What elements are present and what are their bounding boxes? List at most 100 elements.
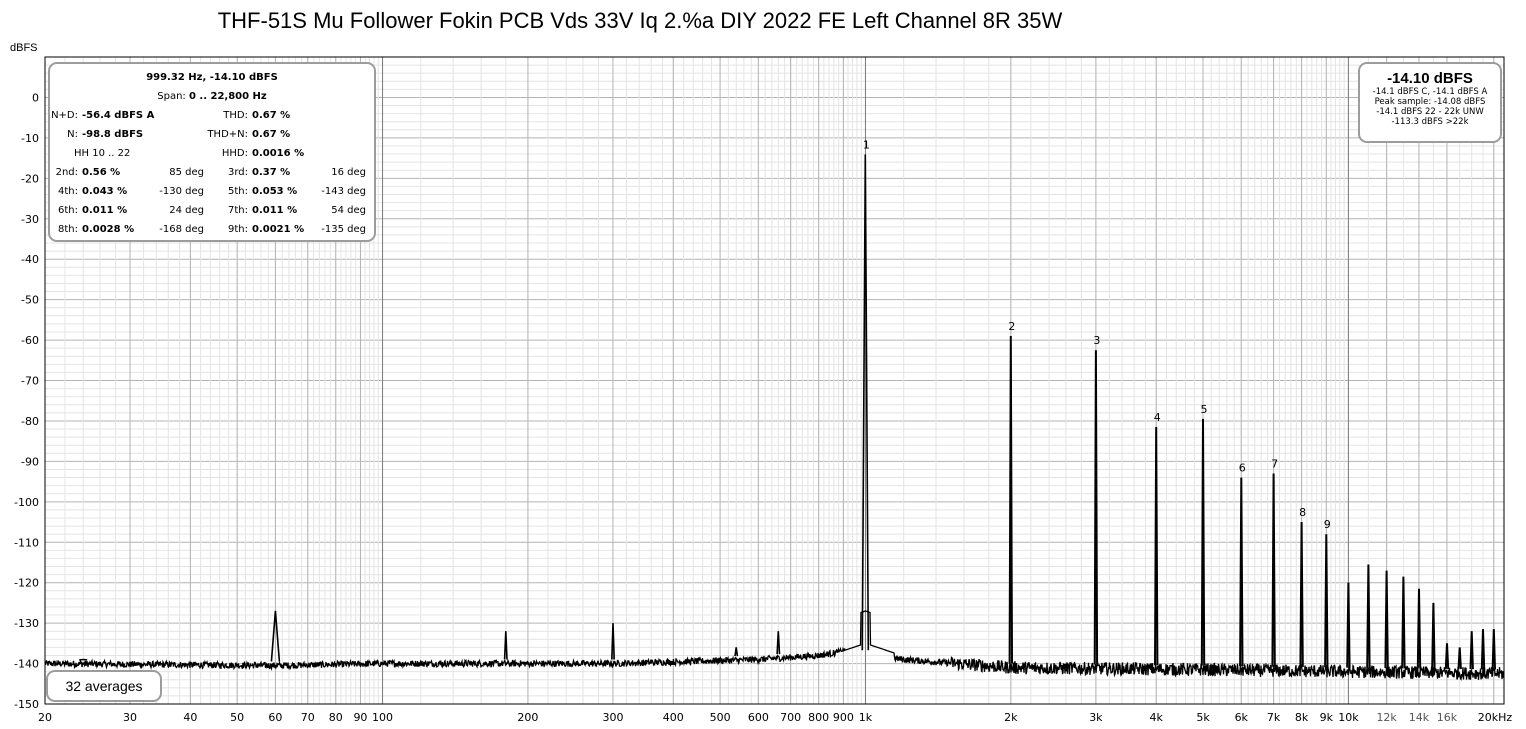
harmonic-5-phase: -143 deg [321, 186, 366, 197]
spectral-peak [861, 154, 870, 651]
spectral-peak [1491, 629, 1496, 670]
plot-frame [44, 56, 1505, 705]
harmonic-marker-label: 2 [1008, 320, 1015, 333]
x-tick-label: 9k [1320, 711, 1334, 724]
harmonic-9-phase: -135 deg [321, 224, 366, 235]
chart-title: THF-51S Mu Follower Fokin PCB Vds 33V Iq… [217, 8, 1063, 33]
harmonic-marker-label: 5 [1201, 403, 1208, 416]
y-tick-label: -60 [21, 334, 39, 347]
thd-value: 0.67 % [252, 110, 291, 121]
x-tick-label: 20 [38, 711, 52, 724]
x-tick-label: 400 [663, 711, 684, 724]
spectral-peak [503, 631, 508, 660]
x-tick-label: 1k [859, 711, 873, 724]
harmonic-row: 6th: 0.011 % 24 deg 7th: 0.011 % 54 deg [50, 202, 374, 220]
level-above-22k: -113.3 dBFS >22k [1391, 117, 1469, 127]
y-tick-label: -90 [21, 455, 39, 468]
harmonic-8-label: 8th: [58, 224, 78, 235]
x-tick-label: 50 [230, 711, 244, 724]
y-tick-label: -10 [21, 132, 39, 145]
readout-peak-row: 999.32 Hz, -14.10 dBFS [50, 69, 374, 87]
spectral-peak [1299, 521, 1304, 668]
harmonic-marker-label: 4 [1154, 411, 1161, 424]
y-axis-unit: dBFS [10, 42, 38, 54]
x-tick-label: 14k [1409, 711, 1430, 724]
hhd-value: 0.0016 % [252, 148, 305, 159]
x-tick-label: 20kHz [1478, 711, 1513, 724]
readout-peak: 999.32 Hz, -14.10 dBFS [146, 72, 278, 83]
harmonic-4-phase: -130 deg [159, 186, 204, 197]
spectrum-trace [44, 154, 1505, 681]
spectral-peak [1457, 647, 1462, 670]
harmonic-7-phase: 54 deg [331, 205, 366, 216]
x-tick-label: 5k [1196, 711, 1210, 724]
x-tick-label: 6k [1235, 711, 1249, 724]
noise-floor-trace [44, 610, 1505, 681]
harmonic-7-label: 7th: [228, 205, 248, 216]
spectral-peak [776, 631, 781, 655]
x-tick-label: 100 [372, 711, 393, 724]
x-tick-label: 8k [1295, 711, 1309, 724]
noise-label: N: [67, 129, 78, 140]
spectral-peak [1469, 631, 1474, 670]
y-tick-label: -50 [21, 294, 39, 307]
harmonic-9-label: 9th: [228, 224, 248, 235]
x-tick-label: 500 [710, 711, 731, 724]
x-tick-label: 3k [1089, 711, 1103, 724]
x-tick-label: 40 [183, 711, 197, 724]
level-weighted: -14.1 dBFS C, -14.1 dBFS A [1372, 87, 1488, 97]
x-tick-label: 800 [808, 711, 829, 724]
span-label: Span: [157, 91, 186, 102]
y-tick-label: -130 [14, 617, 39, 630]
harmonic-2-phase: 85 deg [169, 167, 204, 178]
spectral-peak [1444, 643, 1450, 669]
y-tick-label: -120 [14, 577, 39, 590]
x-tick-label: 60 [268, 711, 282, 724]
y-tick-label: -20 [21, 172, 39, 185]
harmonic-3-phase: 16 deg [331, 167, 366, 178]
y-tick-label: -80 [21, 415, 39, 428]
spectral-peak [1093, 350, 1099, 665]
x-tick-label: 12k [1376, 711, 1397, 724]
spectral-peak [1200, 418, 1206, 666]
spectral-peak [1480, 629, 1486, 670]
harmonic-4-label: 4th: [58, 186, 78, 197]
harmonic-row: 4th: 0.043 % -130 deg 5th: 0.053 % -143 … [50, 183, 374, 201]
x-tick-label: 70 [301, 711, 315, 724]
harmonic-3-label: 3rd: [227, 167, 248, 178]
x-tick-label: 10k [1338, 711, 1359, 724]
x-tick-label: 16k [1437, 711, 1458, 724]
harmonic-4-value: 0.043 % [82, 186, 128, 197]
x-tick-label: 90 [353, 711, 367, 724]
thdn-label: THD+N: [207, 129, 248, 140]
harmonic-marker-label: 8 [1299, 506, 1306, 519]
harmonic-7-value: 0.011 % [252, 205, 298, 216]
spectral-peak [1239, 477, 1244, 667]
spectral-peak [1431, 602, 1436, 669]
spectral-peak [1346, 582, 1351, 668]
y-tick-label: -150 [14, 698, 39, 711]
harmonic-6-label: 6th: [58, 205, 78, 216]
averages-badge[interactable]: 32 averages [46, 670, 162, 702]
x-tick-label: 7k [1267, 711, 1281, 724]
level-main-value: -14.10 dBFS [1387, 70, 1473, 87]
spectral-peak [734, 647, 739, 657]
thd-label: THD: [223, 110, 248, 121]
harmonic-row: 8th: 0.0028 % -168 deg 9th: 0.0021 % -13… [50, 221, 374, 239]
harmonic-marker-label: 9 [1324, 518, 1331, 531]
harmonic-marker-label: 7 [1271, 458, 1278, 471]
harmonic-marker-label: 1 [863, 138, 870, 151]
measurement-readout-panel[interactable]: 999.32 Hz, -14.10 dBFS Span: 0 .. 22,800… [48, 62, 376, 242]
y-tick-label: -110 [14, 536, 39, 549]
spectral-peak [1324, 534, 1329, 668]
harmonic-3-value: 0.37 % [252, 167, 291, 178]
harmonic-8-phase: -168 deg [159, 224, 204, 235]
x-tick-label: 700 [780, 711, 801, 724]
level-meter-panel[interactable]: -14.10 dBFS -14.1 dBFS C, -14.1 dBFS A P… [1358, 62, 1502, 143]
readout-nd-row: N+D: -56.4 dBFS A THD: 0.67 % [50, 107, 374, 125]
x-tick-label: 2k [1004, 711, 1018, 724]
harmonic-5-value: 0.053 % [252, 186, 298, 197]
harmonic-2-label: 2nd: [55, 167, 78, 178]
level-peak-sample: Peak sample: -14.08 dBFS [1374, 97, 1486, 107]
y-tick-label: 0 [32, 91, 39, 104]
